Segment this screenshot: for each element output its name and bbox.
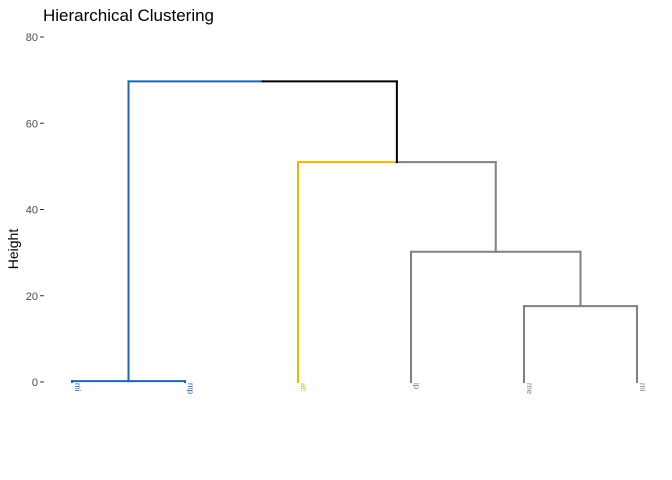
y-tick-label: 60 — [26, 118, 38, 130]
y-axis-label: Height — [5, 229, 21, 270]
leaf-label: mi — [638, 383, 647, 392]
y-tick-label: 40 — [26, 205, 38, 217]
y-axis: 0 20 40 60 80 — [26, 32, 44, 389]
y-tick-label: 20 — [26, 291, 38, 303]
leaf-label: ip — [412, 383, 421, 390]
leaf-labels: mi mp ac ip me mi — [73, 383, 647, 395]
y-tick-label: 0 — [32, 377, 38, 389]
leaf-label: mi — [73, 383, 82, 392]
dendrogram-links — [71, 80, 638, 383]
chart-title: Hierarchical Clustering — [43, 6, 214, 25]
y-tick-label: 80 — [26, 32, 38, 44]
leaf-label: ac — [299, 383, 308, 391]
leaf-label: me — [525, 383, 534, 395]
leaf-label: mp — [186, 383, 195, 395]
